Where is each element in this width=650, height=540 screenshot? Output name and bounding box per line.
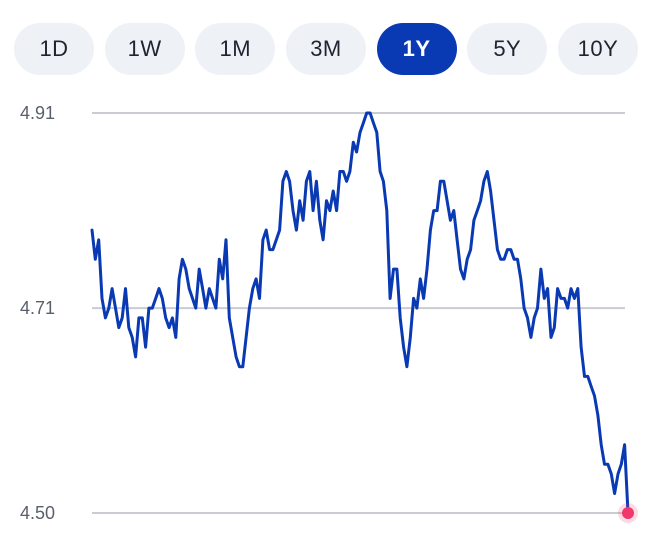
range-tab-5y[interactable]: 5Y bbox=[467, 23, 548, 75]
range-tab-10y[interactable]: 10Y bbox=[557, 23, 638, 75]
range-tab-3m[interactable]: 3M bbox=[285, 23, 366, 75]
range-tab-1w[interactable]: 1W bbox=[104, 23, 185, 75]
range-tab-1d[interactable]: 1D bbox=[14, 23, 94, 75]
y-tick-label: 4.50 bbox=[20, 503, 55, 523]
range-tab-bar: 1D 1W 1M 3M 1Y 5Y 10Y bbox=[14, 23, 638, 75]
y-tick-label: 4.91 bbox=[20, 103, 55, 123]
end-point-marker bbox=[622, 507, 634, 519]
range-tab-1m[interactable]: 1M bbox=[195, 23, 276, 75]
range-tab-1y[interactable]: 1Y bbox=[376, 23, 457, 75]
y-tick-label: 4.71 bbox=[20, 298, 55, 318]
price-series-line bbox=[90, 111, 630, 515]
